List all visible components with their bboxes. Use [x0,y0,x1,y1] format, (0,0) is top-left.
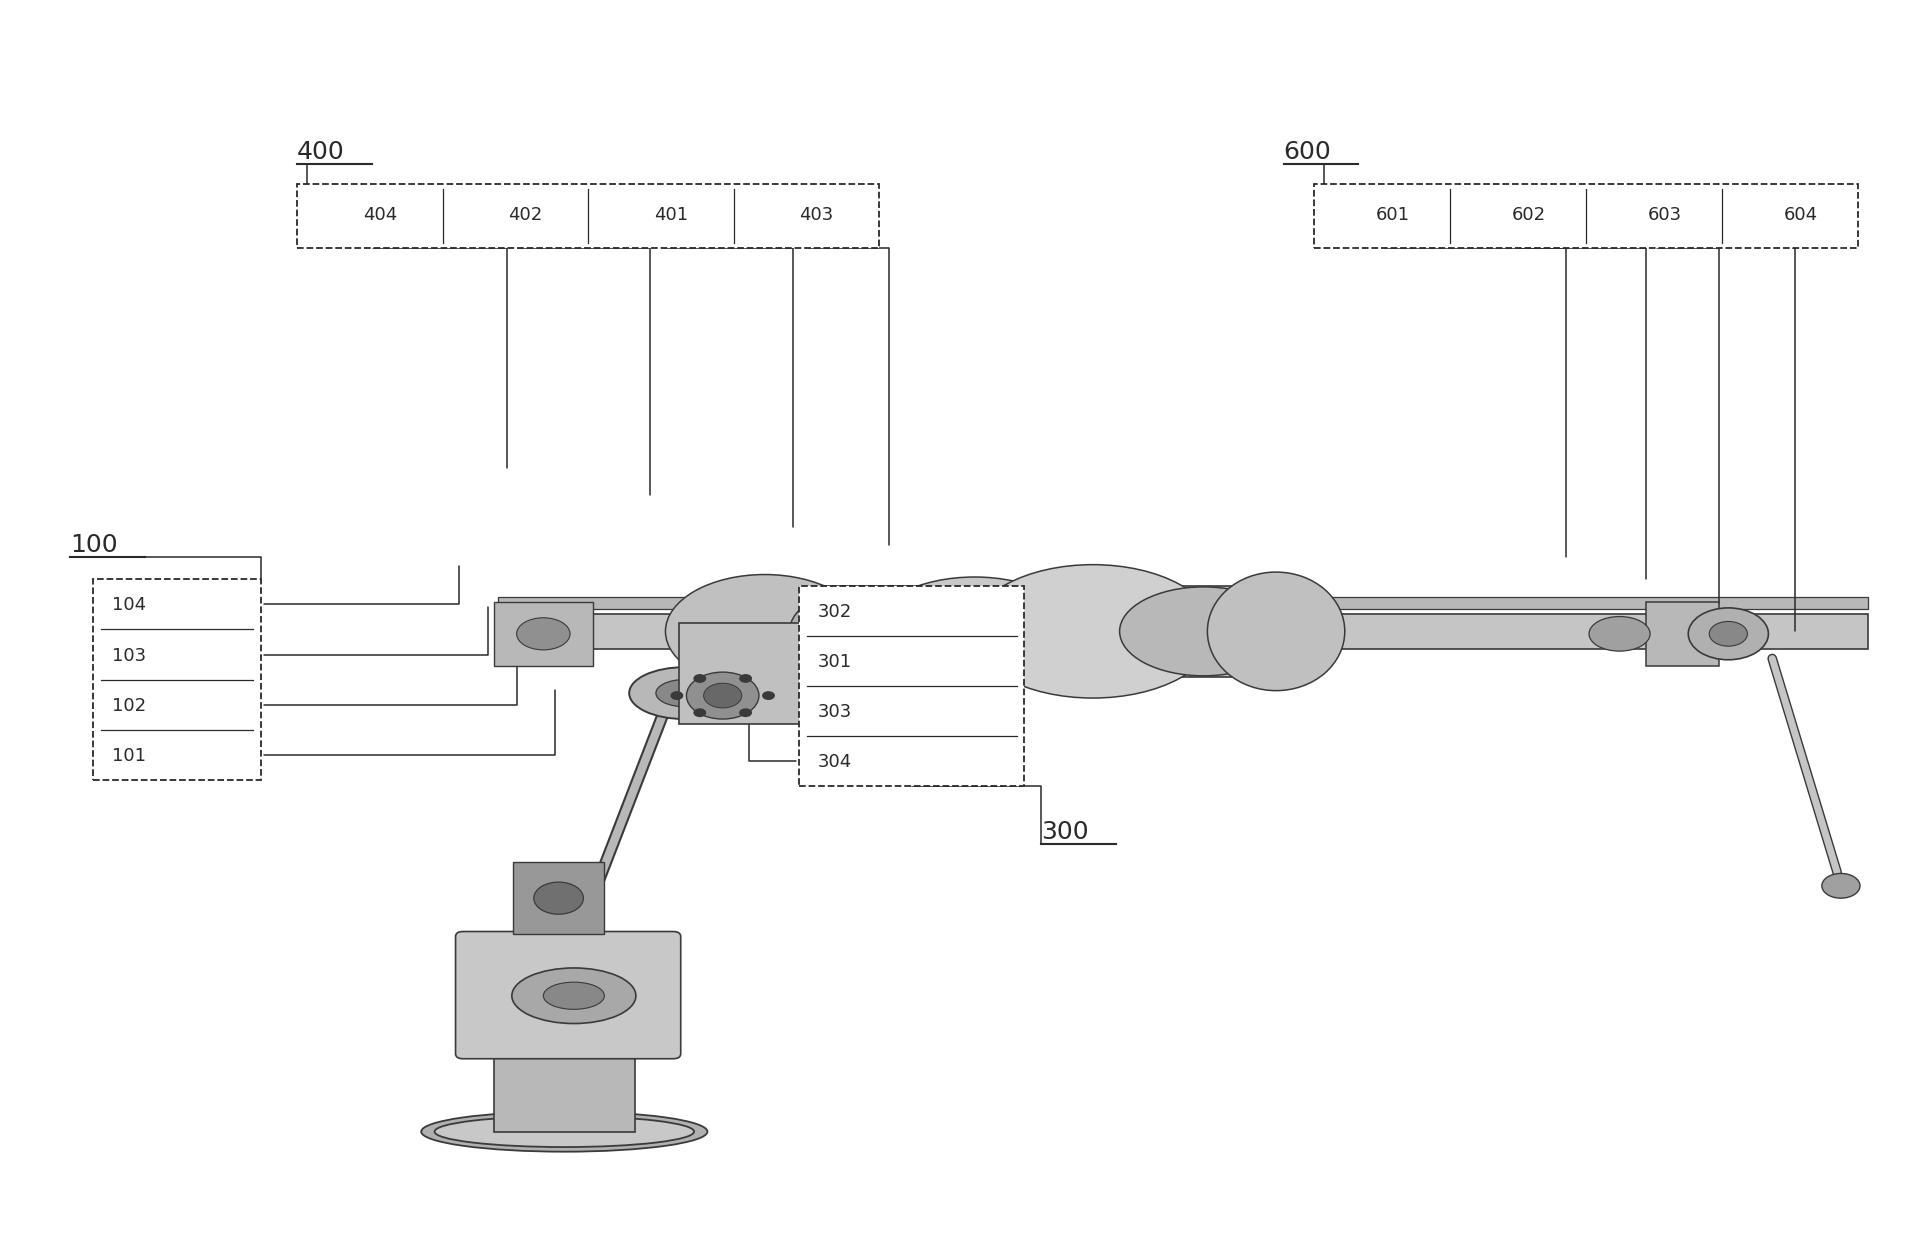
FancyBboxPatch shape [1645,602,1718,666]
FancyBboxPatch shape [455,931,680,1058]
Text: 102: 102 [113,697,145,714]
Circle shape [694,675,705,682]
Ellipse shape [1821,874,1859,898]
FancyBboxPatch shape [678,623,808,724]
FancyBboxPatch shape [497,614,1867,649]
Text: 302: 302 [818,603,852,620]
Ellipse shape [665,574,864,688]
Circle shape [740,675,751,682]
FancyBboxPatch shape [726,586,1290,677]
Text: 403: 403 [799,206,833,224]
Text: 400: 400 [298,140,344,165]
Text: 404: 404 [363,206,397,224]
Ellipse shape [703,683,741,708]
Ellipse shape [516,618,569,650]
Ellipse shape [543,982,604,1009]
Text: 401: 401 [654,206,688,224]
Text: 104: 104 [113,597,145,614]
Ellipse shape [871,577,1078,686]
FancyBboxPatch shape [493,1042,634,1132]
Text: 402: 402 [508,206,543,224]
Text: 604: 604 [1783,206,1817,224]
Text: 602: 602 [1512,206,1546,224]
FancyBboxPatch shape [94,579,262,780]
Text: 301: 301 [818,652,852,671]
Text: 603: 603 [1647,206,1682,224]
FancyBboxPatch shape [512,863,604,933]
Ellipse shape [420,1112,707,1151]
FancyBboxPatch shape [1315,184,1857,249]
Text: 101: 101 [113,747,145,765]
Ellipse shape [686,672,759,719]
Text: 100: 100 [71,534,118,557]
FancyBboxPatch shape [497,597,1867,609]
Ellipse shape [1708,621,1747,646]
Circle shape [762,692,774,699]
Ellipse shape [1208,572,1345,691]
Circle shape [694,709,705,717]
FancyBboxPatch shape [298,184,879,249]
Ellipse shape [789,587,950,676]
Circle shape [740,709,751,717]
Text: 601: 601 [1376,206,1410,224]
Text: 103: 103 [113,646,145,665]
Ellipse shape [971,565,1215,698]
Text: 300: 300 [1041,820,1089,844]
Ellipse shape [1590,617,1649,651]
Circle shape [671,692,682,699]
Text: 303: 303 [818,703,852,721]
Ellipse shape [512,968,636,1024]
FancyBboxPatch shape [493,602,592,666]
Ellipse shape [1687,608,1768,660]
Ellipse shape [1120,587,1288,676]
Text: 304: 304 [818,753,852,771]
FancyBboxPatch shape [799,586,1024,786]
Ellipse shape [434,1117,694,1148]
Text: 600: 600 [1284,140,1332,165]
Ellipse shape [629,667,740,719]
Ellipse shape [655,680,713,707]
Ellipse shape [533,883,583,914]
